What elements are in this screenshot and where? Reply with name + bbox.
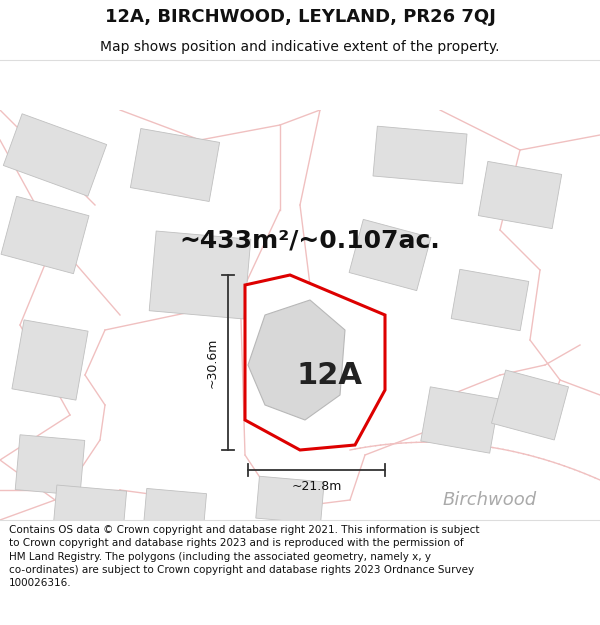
Polygon shape [143,489,206,531]
Polygon shape [256,476,324,524]
Text: Contains OS data © Crown copyright and database right 2021. This information is : Contains OS data © Crown copyright and d… [9,525,479,588]
Polygon shape [149,231,251,319]
Text: ~30.6m: ~30.6m [205,338,218,388]
Text: ~433m²/~0.107ac.: ~433m²/~0.107ac. [179,228,440,252]
Text: Map shows position and indicative extent of the property.: Map shows position and indicative extent… [100,40,500,54]
Polygon shape [349,219,431,291]
Text: 12A, BIRCHWOOD, LEYLAND, PR26 7QJ: 12A, BIRCHWOOD, LEYLAND, PR26 7QJ [104,8,496,26]
Polygon shape [451,269,529,331]
Polygon shape [1,196,89,274]
Polygon shape [491,370,569,440]
Polygon shape [421,387,499,453]
Text: ~21.8m: ~21.8m [292,479,341,492]
Polygon shape [4,114,107,196]
Text: Birchwood: Birchwood [443,491,537,509]
Polygon shape [245,275,385,450]
Polygon shape [373,126,467,184]
Polygon shape [12,320,88,400]
Polygon shape [53,485,127,531]
Polygon shape [248,300,345,420]
Polygon shape [15,435,85,495]
Polygon shape [478,161,562,229]
Text: 12A: 12A [297,361,363,389]
Polygon shape [130,129,220,201]
